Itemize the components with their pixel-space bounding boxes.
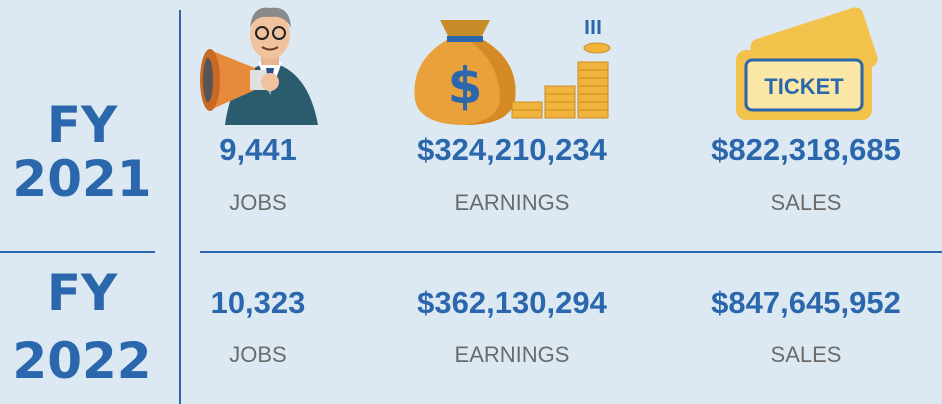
stat-label: JOBS	[229, 342, 286, 367]
fy-label: FY	[47, 264, 118, 322]
svg-text:$: $	[448, 57, 483, 115]
ticket-text: TICKET	[764, 74, 844, 99]
fy-label: FY	[47, 96, 118, 154]
stat-label: SALES	[771, 190, 842, 215]
stat-label: JOBS	[229, 190, 286, 215]
stat-value: 9,441	[219, 132, 297, 167]
stat-value: $822,318,685	[711, 132, 901, 167]
stat-value: $362,130,294	[417, 285, 607, 320]
fy-year: 2022	[12, 332, 151, 390]
infographic: $ TICKET FY20219,441JOBS$324,210,234EARN…	[0, 0, 942, 404]
stat-label: SALES	[771, 342, 842, 367]
fy-year: 2021	[12, 150, 151, 208]
stat-value: $847,645,952	[711, 285, 901, 320]
stat-label: EARNINGS	[455, 190, 570, 215]
stat-value: 10,323	[211, 285, 306, 320]
stat-value: $324,210,234	[417, 132, 607, 167]
stat-label: EARNINGS	[455, 342, 570, 367]
